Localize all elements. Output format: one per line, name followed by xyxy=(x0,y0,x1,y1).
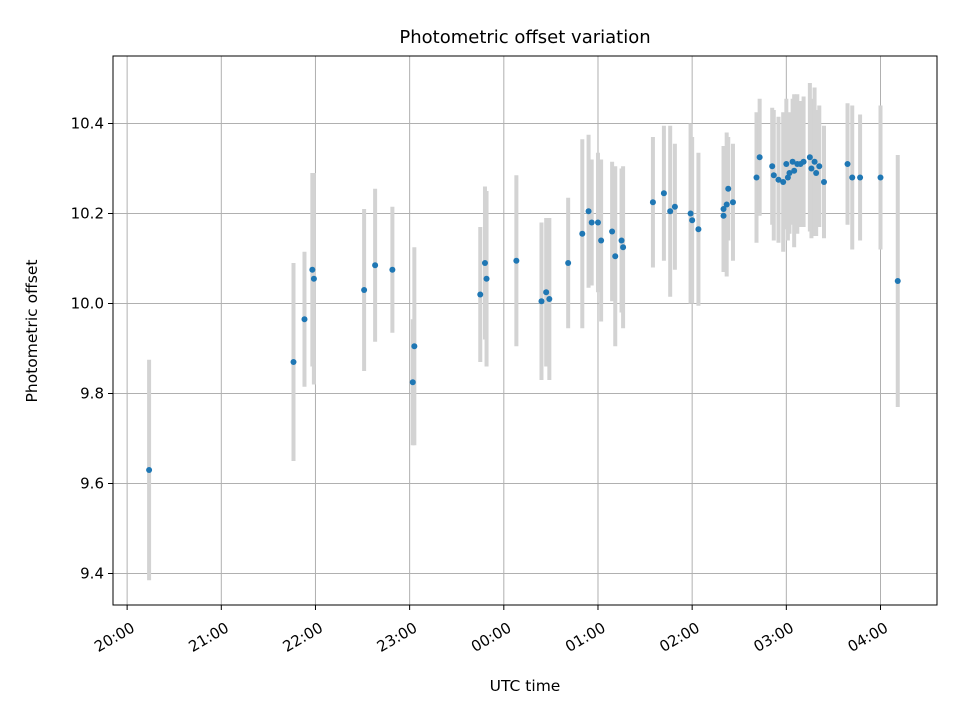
data-point xyxy=(844,161,851,167)
y-tick-label: 9.8 xyxy=(80,385,104,403)
data-point xyxy=(660,190,667,197)
data-point xyxy=(723,201,730,208)
data-point xyxy=(290,359,297,365)
data-point xyxy=(791,167,798,174)
data-point xyxy=(769,163,776,170)
data-point xyxy=(806,154,813,161)
data-point xyxy=(725,185,732,192)
data-point xyxy=(695,226,702,233)
data-point xyxy=(612,253,619,260)
data-points xyxy=(146,154,901,473)
data-point xyxy=(588,219,595,226)
data-point xyxy=(770,172,777,179)
data-point xyxy=(800,158,807,165)
data-point xyxy=(894,278,901,284)
data-point xyxy=(753,174,760,181)
data-point xyxy=(667,208,674,215)
data-point xyxy=(513,257,520,264)
data-point xyxy=(310,275,317,282)
data-point xyxy=(671,203,678,210)
data-point xyxy=(618,237,625,244)
data-point xyxy=(483,275,490,282)
data-point xyxy=(546,296,553,302)
data-point xyxy=(620,244,627,251)
y-tick-label: 9.4 xyxy=(80,565,104,583)
data-point xyxy=(538,298,545,305)
data-point xyxy=(720,212,727,219)
data-point xyxy=(756,154,763,161)
data-point xyxy=(409,379,416,386)
data-point xyxy=(729,199,736,206)
chart-title: Photometric offset variation xyxy=(399,27,650,48)
data-point xyxy=(820,179,827,185)
data-point xyxy=(609,228,616,235)
data-point xyxy=(411,343,418,350)
data-point xyxy=(784,174,791,181)
data-point xyxy=(594,219,601,226)
y-tick-label: 10.2 xyxy=(71,205,104,223)
data-point xyxy=(687,210,694,217)
data-point xyxy=(780,179,787,185)
data-point xyxy=(649,199,656,206)
y-axis-label: Photometric offset xyxy=(23,260,41,403)
data-point xyxy=(783,161,790,167)
y-tick-label: 9.6 xyxy=(80,475,104,493)
data-point xyxy=(146,467,153,473)
data-point xyxy=(689,217,696,224)
data-point xyxy=(585,208,592,215)
data-point xyxy=(543,289,550,296)
data-point xyxy=(579,230,586,237)
data-point xyxy=(720,206,727,212)
data-point xyxy=(372,262,379,269)
data-point xyxy=(775,176,782,183)
x-axis-label: UTC time xyxy=(490,677,561,695)
y-tick-label: 10.4 xyxy=(71,115,104,133)
data-point xyxy=(598,237,605,244)
data-point xyxy=(813,170,820,176)
data-point xyxy=(389,266,396,273)
plot-frame xyxy=(112,55,938,606)
data-point xyxy=(811,158,818,165)
data-point xyxy=(361,287,368,293)
data-point xyxy=(481,260,488,266)
data-point xyxy=(789,158,796,165)
data-point xyxy=(816,163,823,170)
data-point xyxy=(301,316,308,323)
data-point xyxy=(565,260,572,266)
data-point xyxy=(477,291,484,298)
y-tick-label: 10.0 xyxy=(71,295,104,313)
data-point xyxy=(808,165,815,172)
data-point xyxy=(849,174,856,181)
data-point xyxy=(786,170,793,176)
data-point xyxy=(309,266,316,273)
data-point xyxy=(877,174,884,181)
data-point xyxy=(857,174,864,181)
